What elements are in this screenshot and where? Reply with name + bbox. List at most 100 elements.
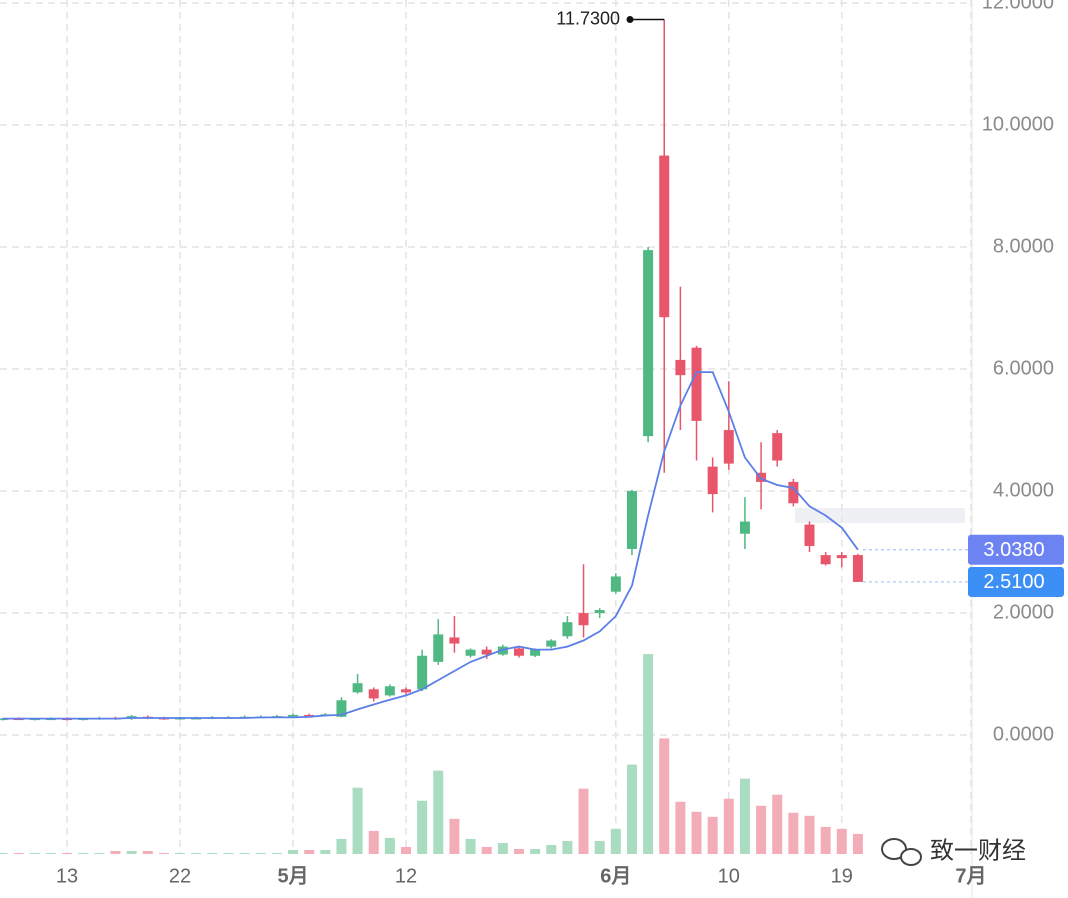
last-value-label: 3.0380 xyxy=(983,539,1044,561)
volume-bar xyxy=(513,848,524,854)
y-tick-label: 4.0000 xyxy=(993,479,1054,501)
candle-body xyxy=(562,622,573,637)
volume-bar xyxy=(288,849,299,854)
candle-body xyxy=(804,524,815,546)
y-tick-label: 6.0000 xyxy=(993,357,1054,379)
candle-body xyxy=(417,655,428,690)
candle-body xyxy=(401,689,411,693)
x-tick-label: 13 xyxy=(56,865,78,887)
volume-bar xyxy=(772,794,783,854)
volume-bar xyxy=(0,852,8,854)
volume-bar xyxy=(401,846,411,854)
candle-body xyxy=(610,576,621,592)
candle-body xyxy=(723,430,734,464)
volume-bar xyxy=(707,816,718,854)
ma-line xyxy=(2,371,859,720)
candle-body xyxy=(368,689,379,699)
volume-bar xyxy=(13,852,24,854)
volume-bar xyxy=(384,837,395,854)
volume-bar xyxy=(110,850,121,854)
candle-body xyxy=(433,634,444,662)
candle-body xyxy=(643,250,654,437)
volume-bar xyxy=(594,840,605,854)
candle-body xyxy=(852,555,863,582)
volume-bar xyxy=(691,811,702,854)
volume-bar xyxy=(78,852,89,854)
x-tick-label: 19 xyxy=(831,865,853,887)
volume-bar xyxy=(255,852,266,854)
candle-body xyxy=(288,714,299,717)
watermark: 致一财经 xyxy=(930,837,1026,864)
candle-body xyxy=(481,649,492,655)
volume-bar xyxy=(530,848,541,854)
candle-body xyxy=(836,555,847,559)
last-value-tag xyxy=(968,534,1064,565)
candle-body xyxy=(336,700,347,717)
volume-bar xyxy=(352,787,363,854)
y-tick-label: 2.0000 xyxy=(993,601,1054,623)
candle-body xyxy=(788,481,799,504)
volume-bar xyxy=(497,842,508,854)
volume-bar xyxy=(94,852,105,854)
candle-body xyxy=(578,613,589,626)
candle-body xyxy=(820,555,831,565)
candle-body xyxy=(772,433,783,461)
volume-bar xyxy=(739,778,750,854)
volume-bar xyxy=(126,850,137,854)
volume-bar xyxy=(158,852,169,854)
volume-bar xyxy=(142,850,153,854)
volume-bar xyxy=(465,838,476,854)
candle-body xyxy=(691,347,702,421)
volume-bar xyxy=(368,830,379,854)
y-tick-label: 0.0000 xyxy=(993,723,1054,745)
candle-body xyxy=(594,610,605,614)
volume-bar xyxy=(433,770,444,854)
volume-bar xyxy=(788,812,799,854)
volume-bar xyxy=(239,852,250,854)
volume-bar xyxy=(417,800,428,854)
x-tick-label: 12 xyxy=(395,865,417,887)
candle-body xyxy=(449,637,460,644)
candles xyxy=(0,19,863,721)
volume-bar xyxy=(336,838,347,854)
volume-bar xyxy=(223,852,234,854)
volume-bar xyxy=(626,764,637,854)
candle-body xyxy=(707,466,718,495)
y-tick-label: 12.0000 xyxy=(982,0,1054,13)
volume-bar xyxy=(804,815,815,854)
volume-bar xyxy=(820,826,831,854)
x-tick-label: 7月 xyxy=(955,865,986,887)
x-tick-label: 5月 xyxy=(277,865,308,887)
candle-body xyxy=(626,491,637,549)
last-value-label: 2.5100 xyxy=(983,571,1044,593)
x-tick-label: 22 xyxy=(169,865,191,887)
volume-bar xyxy=(271,852,282,854)
labels: 0.0000 2.0000 4.0000 6.0000 8.0000 10.0000 12.… xyxy=(56,0,1064,887)
candle-body xyxy=(304,714,315,717)
volume-bar xyxy=(756,805,767,854)
volume-bar xyxy=(175,852,186,854)
volume-bar xyxy=(562,840,573,854)
legend-band xyxy=(795,508,965,523)
volume-bar xyxy=(45,852,56,854)
candle-body xyxy=(384,686,395,696)
volume-bar xyxy=(481,846,492,854)
volume-bar xyxy=(659,738,670,854)
volume-bar xyxy=(723,798,734,854)
volume-bar xyxy=(449,818,460,854)
volume-bar xyxy=(546,844,557,854)
volume-bar xyxy=(852,833,863,854)
candle-body xyxy=(497,646,508,655)
candle-body xyxy=(513,648,524,656)
volume-bar xyxy=(320,849,331,854)
candle-body xyxy=(352,683,363,693)
last-value-tag xyxy=(968,566,1064,597)
volume-bar xyxy=(62,852,73,854)
max-dot xyxy=(626,16,634,24)
y-tick-label: 8.0000 xyxy=(993,235,1054,257)
volume-bar xyxy=(207,852,218,854)
grid xyxy=(0,0,972,854)
volume-bar xyxy=(836,828,847,854)
